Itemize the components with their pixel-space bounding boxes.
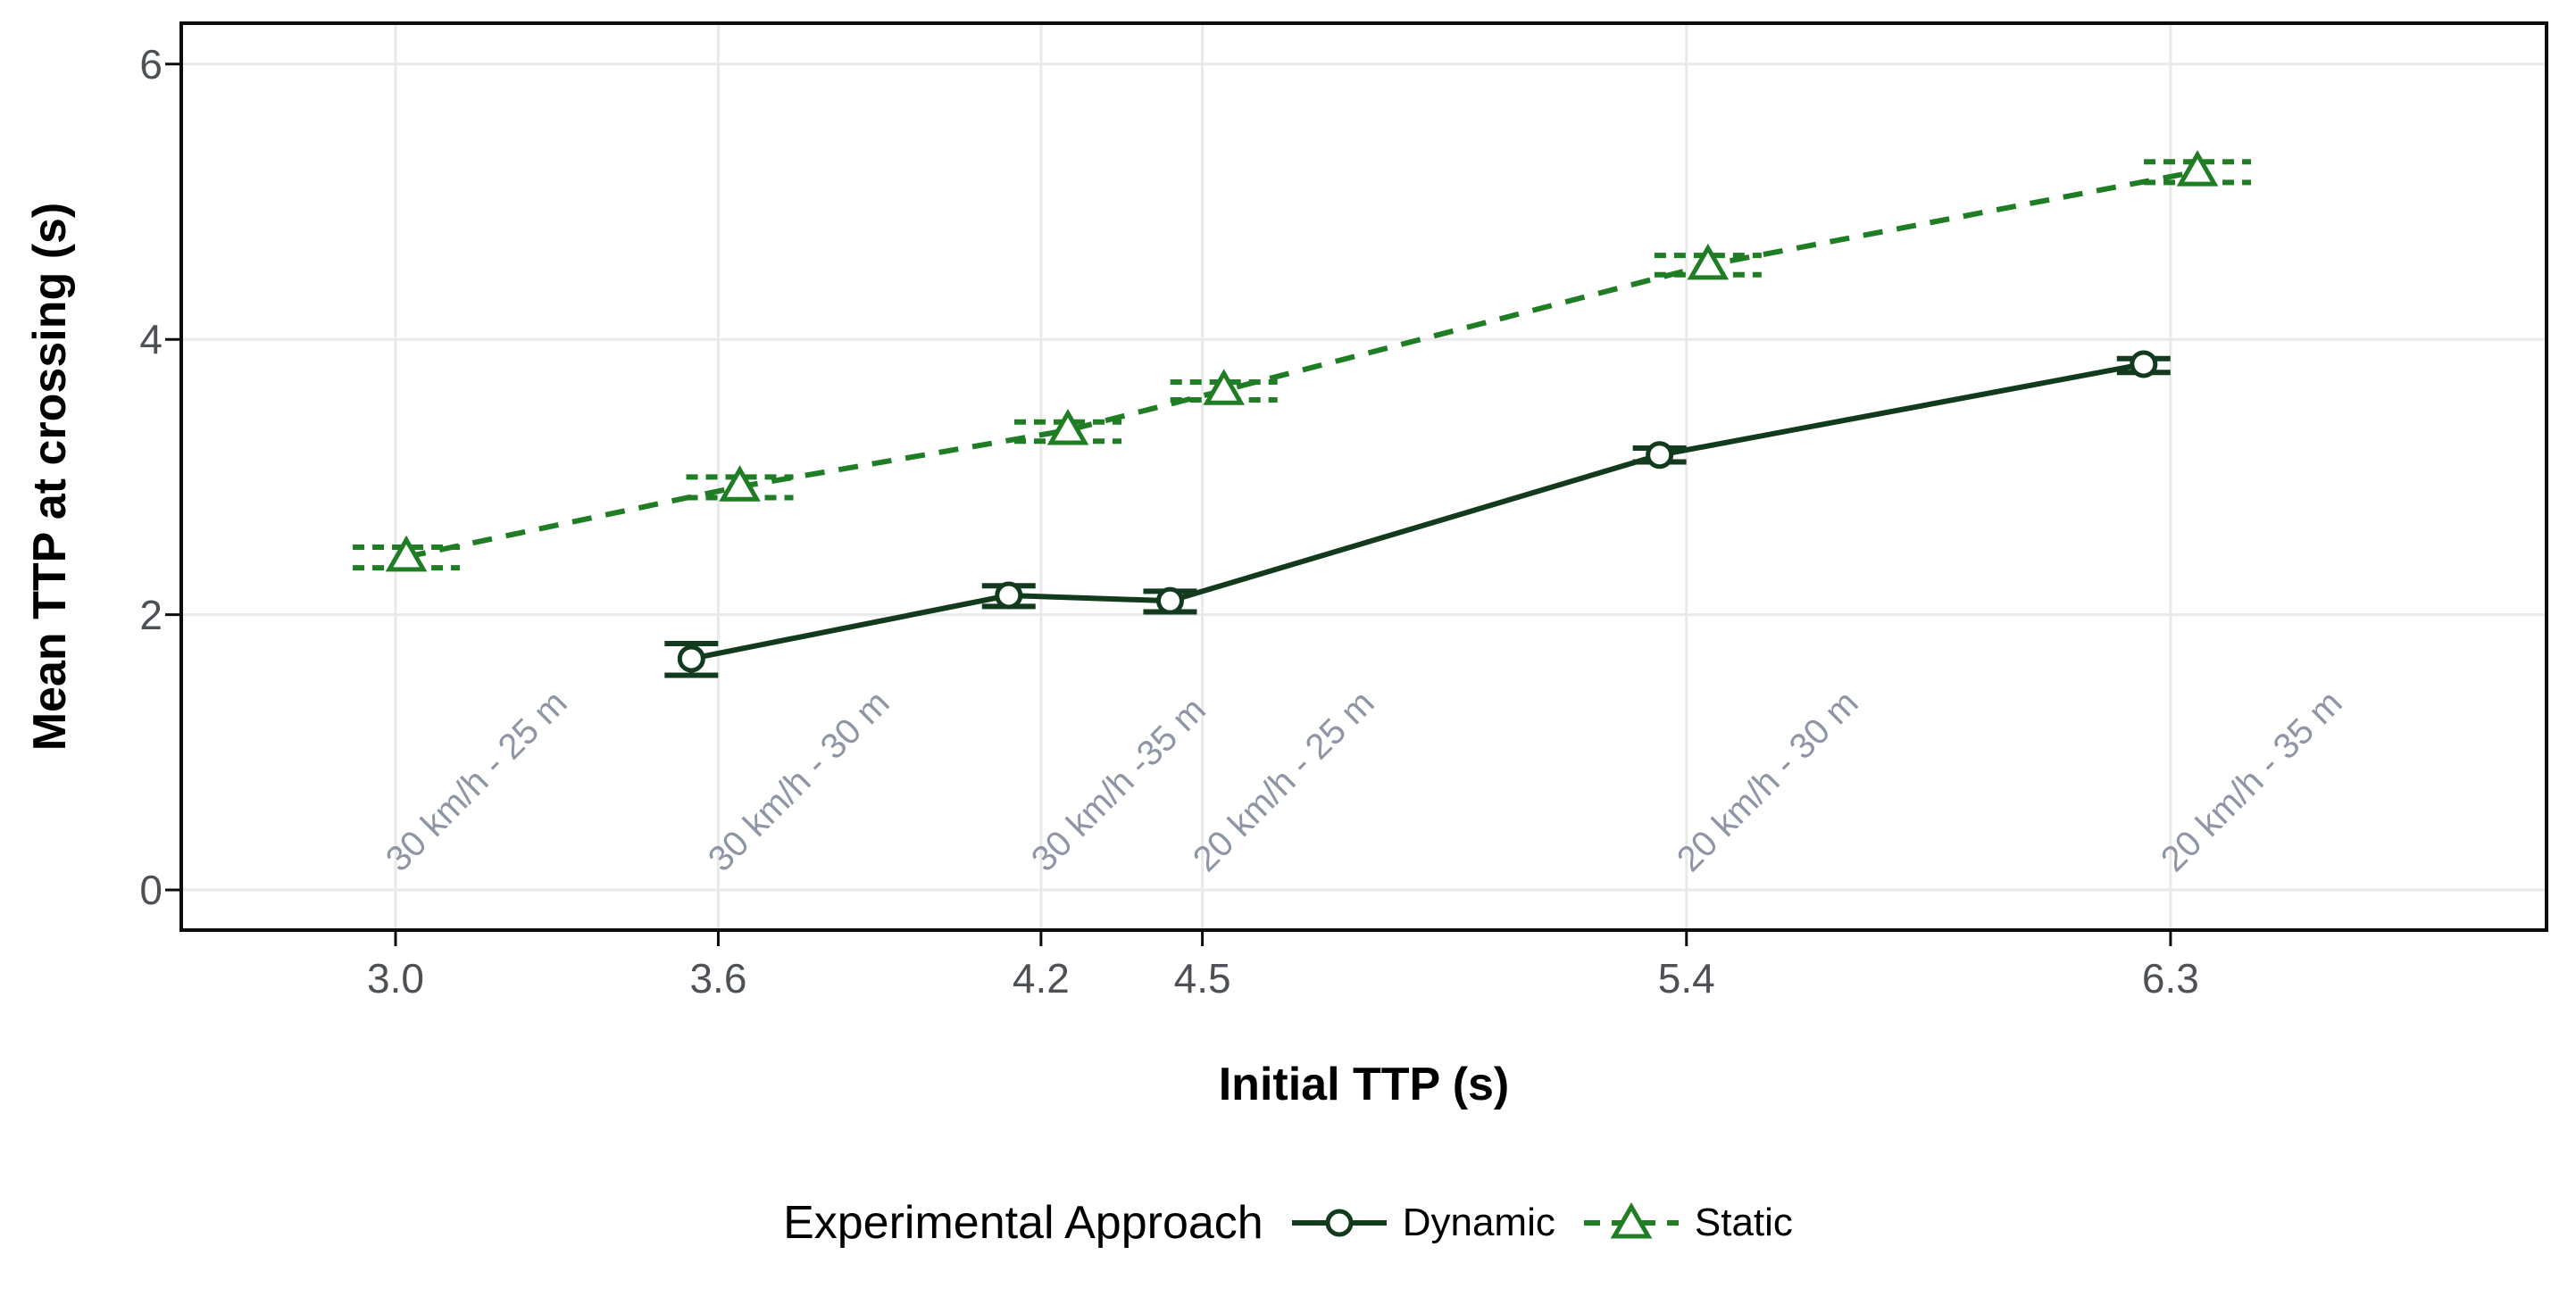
y-tick-label: 2	[139, 591, 163, 638]
dynamic-line-circle-icon	[1290, 1194, 1388, 1251]
y-tick-label: 6	[139, 40, 163, 87]
legend-label-dynamic: Dynamic	[1402, 1201, 1555, 1244]
x-tick-label: 4.2	[1012, 955, 1070, 1002]
x-tick-label: 4.5	[1173, 955, 1231, 1002]
y-tick-label: 0	[139, 867, 163, 913]
legend-title: Experimental Approach	[783, 1197, 1263, 1249]
x-tick-label: 3.6	[689, 955, 747, 1002]
y-axis-title: Mean TTP at crossing (s)	[24, 202, 76, 752]
y-tick-label: 4	[139, 316, 163, 363]
x-tick-label: 3.0	[367, 955, 424, 1002]
legend-item-static: Static	[1582, 1194, 1793, 1251]
legend-label-static: Static	[1694, 1201, 1793, 1244]
x-tick-label: 5.4	[1657, 955, 1715, 1002]
static-line-triangle-icon	[1582, 1194, 1680, 1251]
legend: Experimental Approach Dynamic Static	[0, 1194, 2576, 1251]
x-axis-title: Initial TTP (s)	[1218, 1059, 1510, 1110]
legend-item-dynamic: Dynamic	[1290, 1194, 1555, 1251]
x-tick-label: 6.3	[2141, 955, 2199, 1002]
